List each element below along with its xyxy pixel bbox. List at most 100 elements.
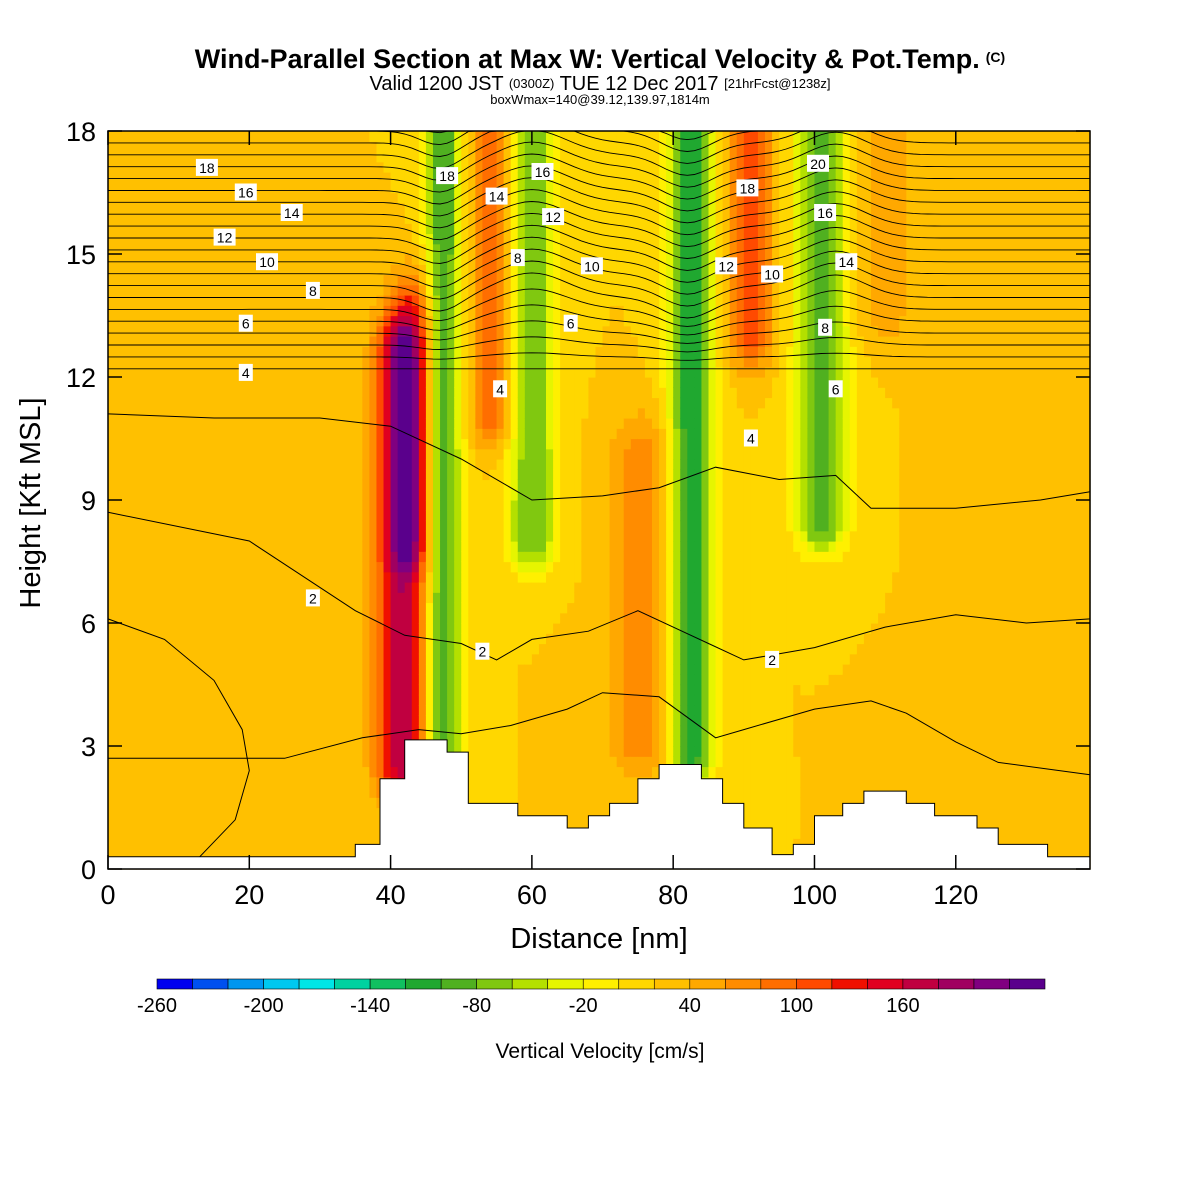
w-cell: [305, 418, 314, 429]
w-cell: [108, 828, 116, 839]
w-cell: [341, 325, 349, 337]
w-cell: [503, 510, 512, 522]
w-cell: [199, 776, 208, 788]
w-cell: [270, 787, 279, 798]
w-cell: [334, 141, 342, 153]
w-cell: [348, 182, 356, 194]
w-cell: [199, 828, 208, 839]
w-cell: [143, 305, 151, 317]
w-cell: [143, 469, 151, 481]
w-cell: [461, 182, 469, 194]
w-cell: [341, 243, 349, 255]
w-cell: [454, 735, 462, 747]
w-cell: [475, 592, 484, 604]
w-cell: [136, 735, 144, 747]
w-cell: [108, 582, 116, 593]
w-cell: [129, 161, 137, 173]
w-cell: [510, 233, 519, 245]
w-cell: [164, 233, 173, 245]
w-cell: [418, 243, 427, 255]
w-cell: [108, 489, 116, 501]
w-cell: [461, 202, 469, 214]
w-cell: [327, 161, 335, 173]
w-cell: [574, 684, 582, 696]
w-cell: [192, 325, 201, 337]
w-cell: [341, 653, 349, 665]
w-cell: [213, 797, 222, 809]
w-cell: [298, 756, 307, 768]
w-cell: [531, 541, 540, 552]
w-cell: [319, 643, 328, 655]
w-cell: [192, 274, 201, 286]
w-cell: [588, 295, 597, 306]
w-cell: [164, 766, 173, 778]
w-cell: [482, 582, 491, 593]
w-cell: [432, 479, 441, 491]
w-cell: [432, 377, 441, 388]
w-cell: [503, 438, 512, 450]
w-cell: [538, 459, 547, 470]
w-cell: [327, 715, 335, 727]
w-cell: [235, 407, 243, 419]
w-cell: [305, 797, 314, 809]
w-cell: [164, 561, 173, 573]
w-cell: [291, 254, 300, 265]
w-cell: [369, 479, 378, 491]
w-cell: [235, 295, 243, 306]
w-cell: [510, 192, 519, 204]
w-cell: [546, 356, 554, 368]
w-cell: [503, 428, 512, 440]
w-cell: [242, 500, 250, 511]
w-cell: [376, 756, 385, 768]
w-cell: [171, 202, 180, 214]
w-cell: [531, 807, 540, 819]
w-cell: [115, 489, 123, 501]
w-cell: [468, 448, 476, 460]
w-cell: [122, 182, 130, 194]
w-cell: [129, 254, 137, 265]
w-cell: [461, 674, 469, 686]
w-cell: [489, 254, 498, 265]
w-cell: [369, 448, 378, 460]
w-cell: [362, 520, 370, 532]
w-cell: [390, 366, 399, 378]
w-cell: [524, 233, 533, 245]
w-cell: [369, 746, 378, 757]
w-cell: [115, 500, 123, 511]
w-cell: [143, 776, 151, 788]
w-cell: [503, 776, 512, 788]
w-cell: [129, 387, 137, 399]
w-cell: [581, 664, 589, 675]
w-cell: [319, 715, 328, 727]
w-cell: [221, 387, 229, 399]
w-cell: [411, 254, 420, 265]
w-cell: [242, 735, 250, 747]
w-cell: [432, 243, 441, 255]
w-cell: [369, 438, 378, 450]
w-cell: [355, 776, 363, 788]
w-cell: [595, 684, 604, 696]
w-cell: [143, 274, 151, 286]
w-cell: [143, 510, 151, 522]
w-cell: [108, 766, 116, 778]
w-cell: [171, 746, 180, 757]
w-cell: [348, 653, 356, 665]
w-cell: [122, 520, 130, 532]
w-cell: [122, 643, 130, 655]
w-cell: [298, 479, 307, 491]
w-cell: [348, 746, 356, 757]
w-cell: [341, 295, 349, 306]
w-cell: [108, 776, 116, 788]
w-cell: [221, 623, 229, 634]
w-cell: [221, 500, 229, 511]
w-cell: [595, 807, 604, 819]
w-cell: [150, 633, 159, 645]
w-cell: [517, 489, 526, 501]
w-cell: [277, 336, 286, 347]
w-cell: [249, 459, 257, 470]
w-cell: [461, 305, 469, 317]
w-cell: [270, 541, 279, 552]
w-cell: [538, 479, 547, 491]
w-cell: [524, 479, 533, 491]
w-cell: [588, 705, 597, 716]
